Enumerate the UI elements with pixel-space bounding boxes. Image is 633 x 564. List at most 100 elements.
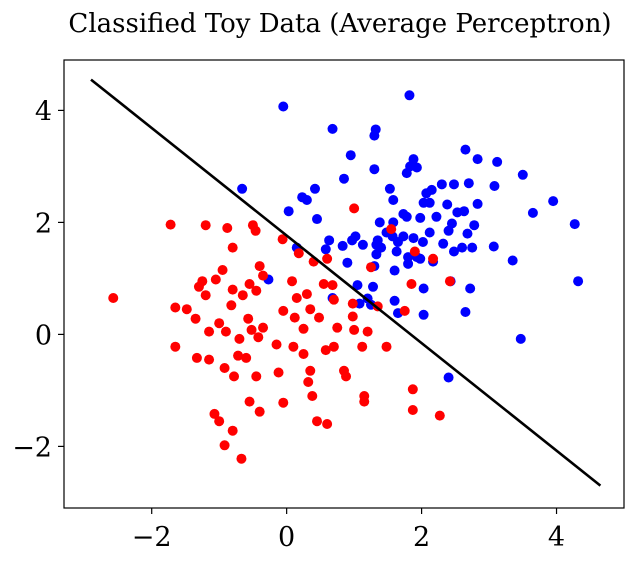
data-point [165,219,176,230]
data-point [244,396,255,407]
data-point [289,312,300,323]
data-point [288,341,299,352]
data-point [399,305,410,316]
data-point [457,242,468,253]
data-point [415,253,426,264]
data-point [389,295,400,306]
data-point [406,279,417,289]
data-point [489,181,500,191]
data-point [403,258,414,269]
data-point [407,384,418,395]
data-point [418,197,429,208]
data-point [236,453,247,464]
data-point [222,223,233,233]
data-point [460,144,471,155]
data-point [472,198,483,209]
data-point [465,283,476,294]
y-tick-label: −2 [12,432,52,463]
data-point [278,397,289,408]
data-point [301,289,312,300]
data-point [462,228,473,239]
data-point [190,313,201,324]
data-point [469,220,480,231]
data-point [237,290,248,301]
data-point [278,101,289,112]
chart-title: Classified Toy Data (Average Perceptron) [68,9,611,39]
data-point [220,326,231,337]
data-point [365,262,376,273]
data-point [271,339,282,350]
data-point [448,179,459,190]
data-point [246,324,257,335]
data-point [507,255,518,266]
data-point [170,302,181,313]
data-point [392,237,403,247]
decision-boundary-line [90,78,602,487]
data-point [444,276,455,287]
data-point [193,281,204,292]
data-point [251,285,262,296]
data-point [347,311,358,322]
data-point [359,396,370,407]
data-point [204,354,215,365]
data-point [214,416,225,427]
data-point [369,164,380,175]
data-point [251,371,262,382]
data-point [368,281,379,292]
data-point [460,307,471,317]
data-point [309,183,320,194]
data-point [219,363,230,373]
data-point [339,173,349,184]
data-point [258,322,269,333]
data-point [448,246,459,257]
data-point [226,300,237,311]
data-point [347,235,358,246]
data-point [569,219,580,230]
data-point [305,365,316,376]
data-point [241,352,252,363]
data-point [342,257,353,268]
data-point [467,242,478,253]
data-point [214,318,225,329]
data-point [227,284,238,295]
data-point [401,211,412,222]
data-point [200,220,211,231]
data-point [488,241,499,252]
data-point [278,305,289,316]
data-point [320,244,331,255]
data-point [318,279,329,289]
data-point [341,371,352,382]
data-point [389,265,400,276]
data-point [324,235,335,246]
data-point [234,333,245,344]
data-point [287,276,298,287]
data-point [357,239,368,250]
data-point [349,203,360,214]
data-point [327,123,338,134]
data-point [219,440,230,451]
data-point [404,90,415,101]
data-point [401,168,412,179]
data-point [347,298,358,309]
data-point [527,207,538,218]
data-point [328,294,339,305]
data-point [291,293,302,303]
data-point [307,391,318,401]
data-point [357,341,368,352]
data-point [418,283,429,294]
y-tick-label: 4 [35,96,52,127]
data-point [463,178,474,189]
data-point [254,261,265,272]
data-point [244,279,255,289]
data-point [243,313,254,324]
data-point [332,322,343,333]
data-point [227,425,238,436]
data-point [229,371,240,382]
data-point [337,240,348,251]
data-point [417,237,428,247]
data-point [391,246,402,257]
data-point [298,349,309,359]
data-point [407,405,418,415]
data-point [312,416,323,427]
data-points [108,90,584,464]
